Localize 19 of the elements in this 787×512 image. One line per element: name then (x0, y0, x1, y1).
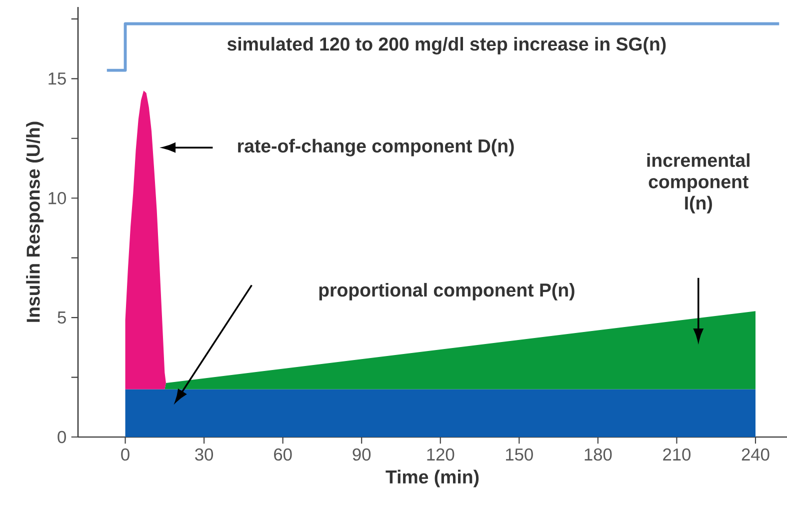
x-axis-title: Time (min) (386, 470, 479, 488)
x-tick-label: 60 (274, 448, 292, 461)
x-tick-label: 120 (427, 448, 454, 461)
x-tick-label: 0 (121, 448, 130, 461)
y-axis-title: Insulin Response (U/h) (26, 122, 44, 322)
x-tick-label: 210 (663, 448, 690, 461)
annotation: proportional component P(n) (319, 282, 574, 300)
y-tick-label: 5 (58, 312, 66, 324)
annotation: incremental component I(n) (647, 153, 750, 214)
x-tick-label: 30 (195, 448, 214, 461)
x-tick-label: 240 (742, 448, 770, 461)
y-tick-label: 0 (58, 430, 66, 444)
x-tick-label: 90 (352, 448, 371, 461)
y-tick-label: 15 (48, 72, 66, 85)
annotation: rate-of-change component D(n) (238, 138, 514, 156)
x-tick-label: 180 (584, 448, 612, 461)
x-tick-label: 150 (506, 448, 533, 461)
y-tick-label: 10 (48, 192, 66, 204)
annotation: simulated 120 to 200 mg/dl step increase in SG(n) (227, 36, 666, 54)
